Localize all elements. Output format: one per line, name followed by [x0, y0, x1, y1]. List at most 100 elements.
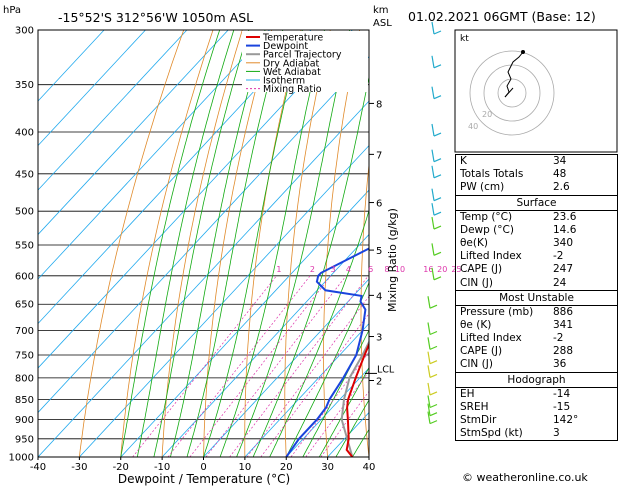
wind-barb-flag	[433, 158, 442, 163]
mixing-ratio-line	[167, 275, 311, 457]
legend-entry: Temperature	[262, 33, 323, 44]
dry-adiabat-line	[397, 30, 418, 457]
wind-barb-flag	[429, 403, 438, 409]
x-tick-label: -40	[30, 462, 46, 473]
wind-barb	[431, 123, 435, 137]
x-tick-label: 0	[200, 462, 206, 473]
wind-barb-flag	[433, 95, 442, 100]
dry-adiabat-line	[120, 30, 214, 457]
index-value: 24	[553, 276, 567, 289]
pressure-tick-label: 350	[15, 80, 34, 91]
index-label: StmDir	[460, 414, 497, 426]
isotherm-line	[38, 30, 270, 280]
hodograph-ring	[497, 78, 527, 108]
series-temperature-line	[345, 341, 369, 457]
hodograph-ring	[469, 50, 555, 136]
index-row: θe(K) 340	[456, 237, 617, 250]
wet-adiabat-line	[203, 30, 303, 457]
wind-barb	[431, 188, 435, 201]
wind-barb-flag	[433, 132, 442, 137]
index-row: Temp (°C) 23.6	[456, 211, 617, 224]
pressure-tick-label: 700	[15, 326, 34, 337]
index-label: PW (cm)	[460, 181, 505, 194]
wind-barb	[427, 403, 431, 416]
section-title: Hodograph	[456, 373, 617, 388]
mixing-ratio-line	[305, 370, 369, 457]
wind-barb	[431, 216, 435, 230]
pressure-tick-label: 400	[15, 128, 34, 139]
pressure-tick-label: 750	[15, 350, 34, 361]
series-parcel-trajectory-line	[340, 339, 369, 457]
wet-adiabat-line	[120, 30, 221, 457]
pressure-tick-label: 500	[15, 207, 34, 218]
isotherm-line	[38, 30, 146, 147]
hodograph-storm-vector	[504, 87, 514, 98]
isotherm-line	[203, 278, 369, 457]
hodograph-ring-label: 40	[468, 122, 478, 131]
mixing-ratio-line	[189, 275, 332, 457]
most-unstable-box: Most Unstable Pressure (mb) 886 θe (K) 341 Li…	[455, 289, 618, 373]
pressure-tick-label: 900	[15, 415, 34, 426]
index-label: Lifted Index	[460, 250, 522, 263]
wet-adiabat-line	[252, 75, 369, 457]
mixing-ratio-line	[229, 275, 369, 457]
wet-adiabat-line	[186, 30, 284, 457]
wind-barb	[427, 296, 431, 309]
index-row: CAPE (J) 247	[456, 263, 617, 276]
wind-barb-flag	[429, 360, 438, 365]
index-value: 247	[553, 263, 574, 276]
index-label: K	[460, 155, 467, 167]
pressure-tick-label: 950	[15, 434, 34, 445]
index-value: 48	[553, 168, 567, 181]
index-row: Totals Totals 48	[456, 168, 617, 181]
section-title: Surface	[456, 196, 617, 211]
pressure-tick-label: 300	[15, 26, 34, 37]
mixing-ratio-label: 4	[346, 265, 351, 274]
pressure-tick-label: 650	[15, 300, 34, 311]
wet-adiabat-line	[302, 329, 369, 457]
pressure-unit-label: hPa	[3, 5, 21, 16]
km-tick-label: 2	[376, 377, 382, 388]
wind-barb-flag	[429, 391, 438, 396]
mixing-ratio-label: 1	[276, 265, 281, 274]
km-tick-label: 7	[376, 150, 382, 161]
index-value: 340	[553, 236, 574, 249]
index-value: -15	[553, 400, 571, 413]
index-value: 14.6	[553, 223, 577, 236]
x-axis-label: Dewpoint / Temperature (°C)	[118, 472, 290, 486]
wind-barb-flag	[433, 276, 442, 281]
wind-barb-flag	[429, 304, 438, 309]
index-row: SREH -15	[456, 401, 617, 414]
datetime-label: 01.02.2021 06GMT (Base: 12)	[408, 9, 596, 24]
mixing-ratio-label: 16	[423, 265, 433, 274]
wind-barb	[431, 267, 435, 280]
legend-entry: Parcel Trajectory	[263, 50, 342, 61]
legend-entry: Isotherm	[263, 76, 305, 87]
mixing-ratio-label: 20	[437, 265, 447, 274]
wind-barb	[431, 55, 435, 68]
wet-adiabat-line	[170, 30, 266, 457]
wind-barb	[427, 337, 431, 350]
index-value: 23.6	[553, 210, 577, 223]
wind-barb	[427, 351, 431, 364]
wind-barb	[427, 411, 431, 424]
index-value: 3	[553, 427, 560, 440]
x-tick-label: -20	[113, 462, 129, 473]
index-label: Lifted Index	[460, 332, 522, 345]
index-label: CIN (J)	[460, 358, 493, 371]
wind-barb-flag	[429, 330, 438, 336]
x-tick-label: -10	[154, 462, 170, 473]
hodograph: kt 40 20	[454, 29, 618, 153]
x-tick-label: 30	[321, 462, 334, 473]
wind-barb-flag	[433, 211, 442, 216]
isotherm-line	[161, 233, 369, 457]
wind-barb-flag	[429, 373, 438, 378]
asl-unit-label: ASL	[373, 18, 392, 29]
wind-barb-flag	[429, 412, 438, 417]
hodograph-endpoint	[521, 50, 525, 54]
mixing-ratio-line	[205, 275, 347, 457]
index-label: EH	[460, 387, 475, 400]
isotherm-line	[38, 30, 188, 191]
wind-barb-flag	[433, 251, 442, 256]
